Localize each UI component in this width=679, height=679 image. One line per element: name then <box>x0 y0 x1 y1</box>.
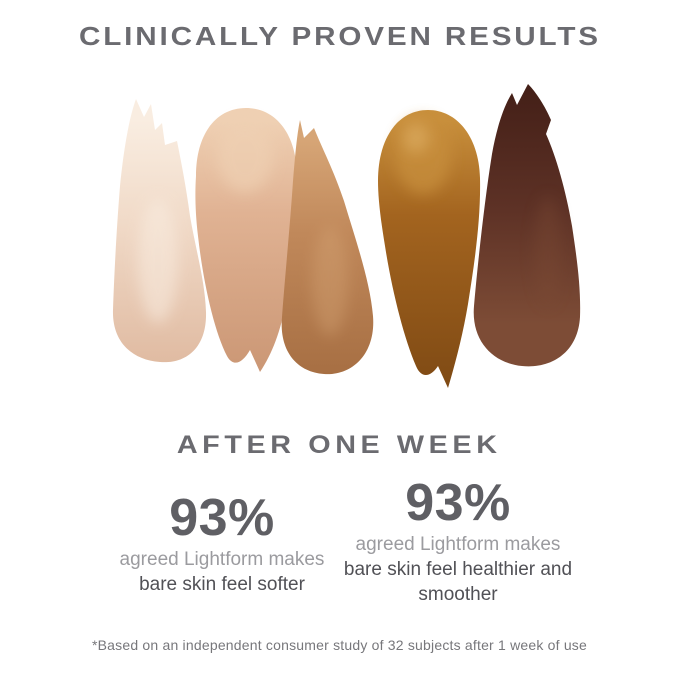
gloss-spot <box>403 123 429 153</box>
after-one-week-heading: AFTER ONE WEEK <box>0 431 679 460</box>
stat-softer-line1: agreed Lightform makes <box>119 549 325 571</box>
foundation-swatches-illustration <box>112 84 581 388</box>
after-one-week-text: AFTER ONE WEEK <box>177 431 502 459</box>
stat-softer-value: 93% <box>169 489 275 547</box>
page-title-text: CLINICALLY PROVEN RESULTS <box>78 21 601 51</box>
page-title: CLINICALLY PROVEN RESULTS <box>0 21 679 52</box>
stat-softer: 93% agreed Lightform makes bare skin fee… <box>97 489 347 598</box>
swatch-rich <box>473 84 581 367</box>
study-footnote: *Based on an independent consumer study … <box>92 637 587 653</box>
stat-healthier-line1: agreed Lightform makes <box>355 534 561 556</box>
stat-softer-line2: bare skin feel softer <box>139 574 305 596</box>
stat-healthier-line2: bare skin feel healthier and smoother <box>343 559 573 605</box>
stat-healthier: 93% agreed Lightform makes bare skin fee… <box>333 474 583 607</box>
stat-healthier-value: 93% <box>405 474 511 532</box>
